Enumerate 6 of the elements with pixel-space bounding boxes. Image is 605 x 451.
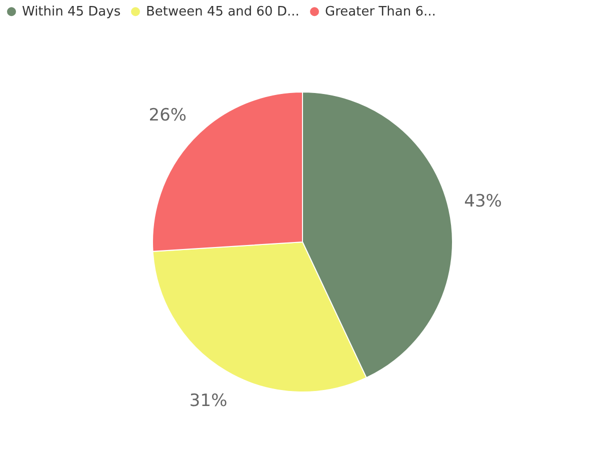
legend-label: Between 45 and 60 D... xyxy=(146,4,300,20)
data-label: 43% xyxy=(464,192,502,212)
legend-label: Within 45 Days xyxy=(22,4,121,20)
legend-label: Greater Than 6... xyxy=(325,4,436,20)
data-label: 31% xyxy=(189,391,228,412)
data-label: 26% xyxy=(148,105,187,126)
